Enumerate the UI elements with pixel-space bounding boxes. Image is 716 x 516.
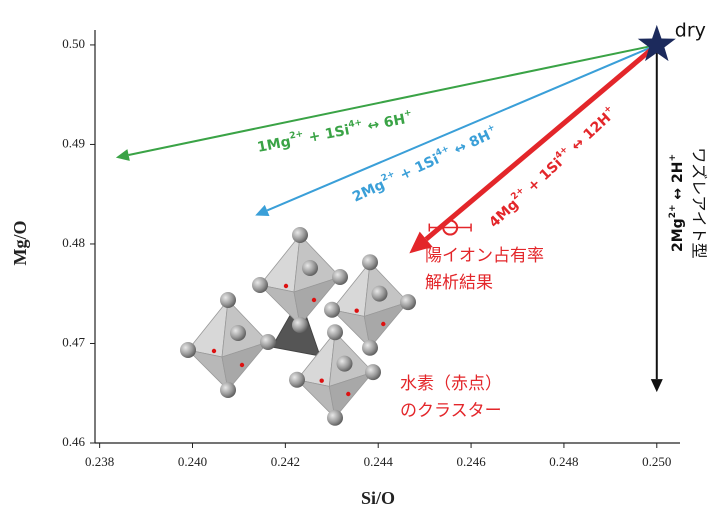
label-part: + 1Si <box>521 155 566 198</box>
x-tick-label: 0.242 <box>271 454 300 469</box>
hydrogen-dot <box>284 284 288 288</box>
annotation: のクラスター <box>400 401 502 421</box>
x-tick-label: 0.248 <box>549 454 578 469</box>
hydrogen-dot <box>212 349 216 353</box>
arrow-label: 2Mg2+ ↔ 2H+ <box>668 154 687 252</box>
oxygen-atom <box>292 317 308 333</box>
x-tick-label: 0.240 <box>178 454 207 469</box>
arrow-label-line2: ワズレアイト型 <box>690 147 709 258</box>
crystal-structure <box>180 227 416 426</box>
superscript: + <box>668 154 678 162</box>
annotation: 解析結果 <box>425 273 493 293</box>
label-part: ↔ 2H <box>670 162 686 205</box>
hydrogen-dot <box>346 392 350 396</box>
oxygen-atom <box>327 410 343 426</box>
arrow-head <box>651 379 663 392</box>
oxygen-atom <box>365 364 381 380</box>
superscript: 2+ <box>668 204 678 218</box>
oxygen-atom <box>220 382 236 398</box>
hydrogen-dot <box>312 298 316 302</box>
label-part: 1Mg <box>256 134 292 156</box>
hydrogen-dot <box>320 379 324 383</box>
oxygen-atom <box>400 294 416 310</box>
x-tick-label: 0.246 <box>456 454 486 469</box>
y-tick-label: 0.46 <box>62 434 85 449</box>
crystal-octahedron <box>180 292 276 398</box>
annotation: 陽イオン占有率 <box>425 246 544 266</box>
arrow-label: 1Mg2+ + 1Si4+ ↔ 6H+ <box>255 108 414 156</box>
oxygen-atom <box>337 356 353 372</box>
oxygen-atom <box>180 342 196 358</box>
oxygen-atom <box>252 277 268 293</box>
oxygen-atom <box>372 286 388 302</box>
y-tick-label: 0.50 <box>62 36 85 51</box>
label-part: ↔ 8H <box>447 128 493 161</box>
chart: Si/O Mg/O 0.238 0.240 0.242 0.244 0.246 0.248… <box>0 0 716 516</box>
label-part: + 1Si <box>303 122 351 147</box>
label-part: 2Mg <box>670 218 686 252</box>
point-label: dry <box>675 19 706 41</box>
x-axis-title: Si/O <box>361 488 395 508</box>
oxygen-atom <box>292 227 308 243</box>
oxygen-atom <box>302 260 318 276</box>
oxygen-atom <box>362 340 378 356</box>
y-tick-label: 0.48 <box>62 235 85 250</box>
superscript: + <box>403 108 412 119</box>
x-tick-label: 0.244 <box>364 454 394 469</box>
x-tick-label: 0.250 <box>642 454 671 469</box>
annotation: 水素（赤点） <box>400 374 502 394</box>
label-part: ↔ 6H <box>361 112 406 136</box>
hydrogen-dot <box>381 322 385 326</box>
oxygen-atom <box>260 334 276 350</box>
oxygen-atom <box>332 269 348 285</box>
hydrogen-dot <box>355 309 359 313</box>
label-part: 4Mg <box>486 196 522 231</box>
y-tick-label: 0.49 <box>62 135 85 150</box>
oxygen-atom <box>327 324 343 340</box>
oxygen-atom <box>230 325 246 341</box>
y-tick-label: 0.47 <box>62 334 85 349</box>
oxygen-atom <box>289 372 305 388</box>
arrow-label: 4Mg2+ + 1Si4+ ↔ 12H+ <box>485 103 620 231</box>
label-part: + 1Si <box>393 152 442 186</box>
arrow-head <box>116 149 130 161</box>
oxygen-atom <box>362 254 378 270</box>
x-tick-label: 0.238 <box>85 454 114 469</box>
page: {"chart_data": { "type": "scatter", "x_l… <box>0 0 716 516</box>
oxygen-atom <box>324 302 340 318</box>
oxygen-atom <box>220 292 236 308</box>
hydrogen-dot <box>240 363 244 367</box>
y-axis-title: Mg/O <box>10 221 30 266</box>
